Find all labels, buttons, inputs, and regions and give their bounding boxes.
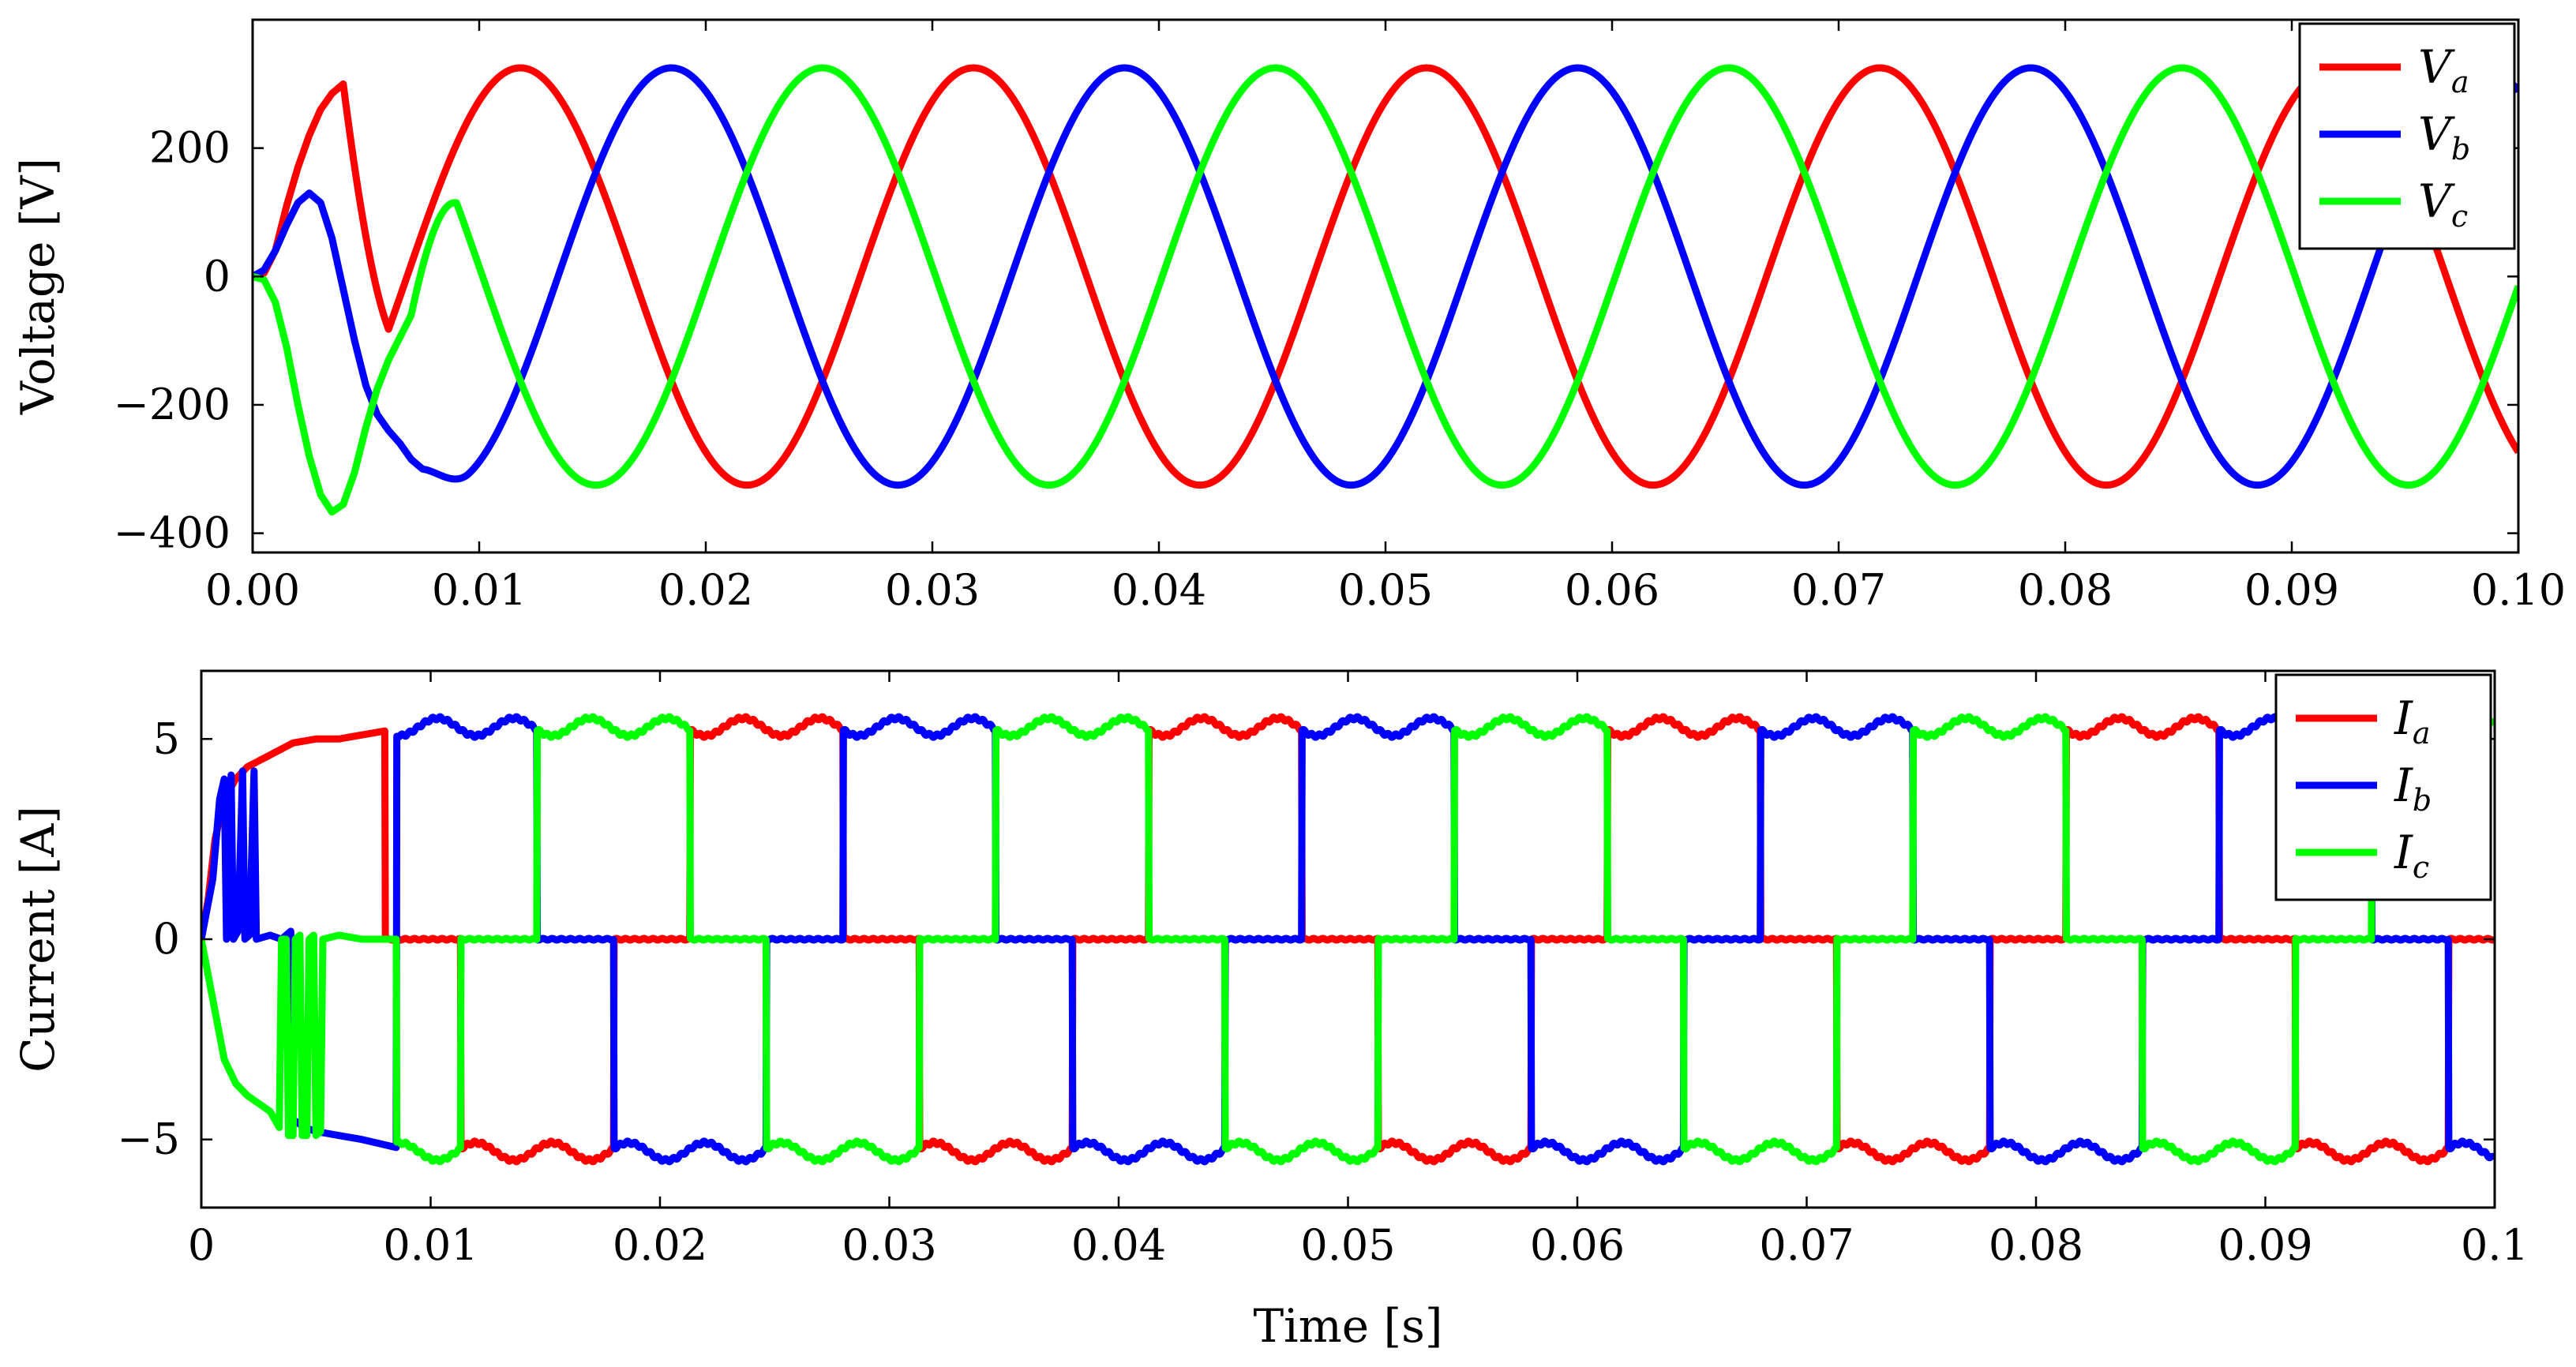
x-tick-label: 0.06 <box>1565 565 1659 615</box>
series-line-ia <box>201 713 2495 1166</box>
x-tick-label: 0.09 <box>2244 565 2339 615</box>
x-tick-label: 0.03 <box>885 565 980 615</box>
y-tick-label: 0 <box>204 251 231 301</box>
x-tick-label: 0.04 <box>1071 1220 1166 1270</box>
x-tick-label: 0.02 <box>658 565 753 615</box>
x-tick-label: 0.08 <box>1989 1220 2083 1270</box>
x-tick-label: 0.06 <box>1530 1220 1625 1270</box>
x-axis-label: Time [s] <box>1253 1299 1442 1353</box>
x-tick-label: 0.05 <box>1300 1220 1395 1270</box>
series-line-vb <box>253 64 2518 489</box>
series-line-ib <box>201 713 2495 1166</box>
x-tick-label: 0.03 <box>842 1220 936 1270</box>
x-tick-label: 0 <box>188 1220 215 1270</box>
x-tick-label: 0.04 <box>1112 565 1206 615</box>
series-line-ic <box>201 713 2495 1166</box>
series-group <box>253 64 2518 516</box>
y-tick-label: −200 <box>114 380 231 429</box>
x-tick-label: 0.05 <box>1338 565 1433 615</box>
x-tick-label: 0.07 <box>1791 565 1886 615</box>
series-line-va <box>253 64 2518 489</box>
y-axis-label: Current [A] <box>11 806 65 1073</box>
y-tick-label: 0 <box>153 914 180 964</box>
y-tick-label: 200 <box>149 123 231 173</box>
x-tick-label: 0.02 <box>613 1220 707 1270</box>
series-line-vc <box>253 64 2518 516</box>
x-tick-label: 0.07 <box>1759 1220 1854 1270</box>
x-tick-label: 0.01 <box>432 565 527 615</box>
voltage-plot: 0.00 0.01 0.02 0.03 0.04 0.05 0.06 0.07 0.08 0.09… <box>11 18 2566 615</box>
current-plot: 0 0.01 0.02 0.03 0.04 0.05 0.06 0.07 0.08 0.09 0.1… <box>11 669 2529 1353</box>
x-tick-label: 0.01 <box>383 1220 478 1270</box>
y-tick-label: −400 <box>114 508 231 558</box>
x-tick-label: 0.09 <box>2218 1220 2312 1270</box>
x-tick-label: 0.10 <box>2471 565 2566 615</box>
x-tick-label: 0.00 <box>205 565 300 615</box>
x-tick-label: 0.08 <box>2018 565 2113 615</box>
series-group <box>201 713 2495 1166</box>
y-axis-label: Voltage [V] <box>11 158 65 415</box>
y-tick-label: 5 <box>153 713 180 763</box>
y-tick-label: −5 <box>117 1114 180 1164</box>
x-tick-label: 0.1 <box>2461 1220 2529 1270</box>
